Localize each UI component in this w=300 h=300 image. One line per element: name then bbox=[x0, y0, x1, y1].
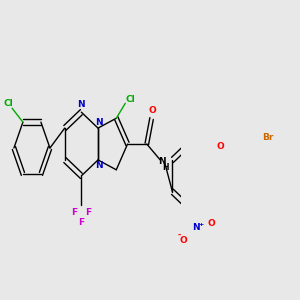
Text: N: N bbox=[193, 223, 200, 232]
Text: F: F bbox=[78, 218, 84, 227]
Text: +: + bbox=[198, 222, 203, 227]
Text: F: F bbox=[71, 208, 77, 217]
Text: N: N bbox=[158, 158, 166, 166]
Text: Cl: Cl bbox=[125, 95, 135, 104]
Text: N: N bbox=[95, 161, 103, 170]
Text: O: O bbox=[207, 219, 215, 228]
Text: N: N bbox=[77, 100, 85, 109]
Text: -: - bbox=[178, 231, 181, 240]
Text: O: O bbox=[149, 106, 157, 115]
Text: H: H bbox=[162, 164, 168, 172]
Text: F: F bbox=[85, 208, 91, 217]
Text: O: O bbox=[216, 142, 224, 151]
Text: N: N bbox=[95, 118, 103, 127]
Text: Br: Br bbox=[262, 133, 274, 142]
Text: O: O bbox=[179, 236, 187, 245]
Text: Cl: Cl bbox=[4, 99, 14, 108]
